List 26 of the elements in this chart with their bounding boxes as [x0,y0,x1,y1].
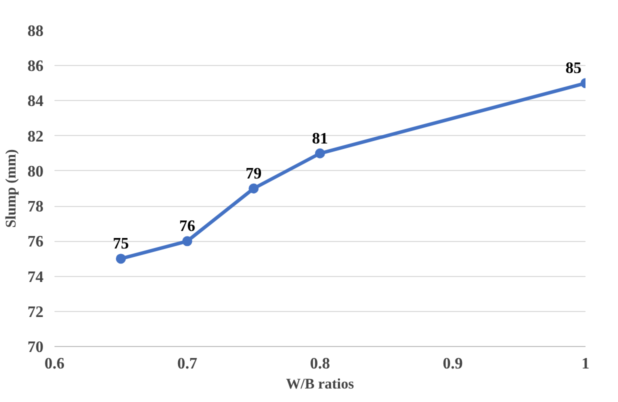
x-tick-label: 0.9 [442,356,463,372]
data-label: 81 [312,130,328,148]
y-tick-label: 86 [28,58,44,76]
data-label: 75 [112,236,129,253]
x-tick-label: 1 [582,356,590,372]
y-tick-label: 82 [28,128,44,146]
data-label: 79 [246,166,262,182]
x-axis-title: W/B ratios [286,376,354,392]
point [182,236,192,246]
y-tick-label: 72 [28,304,44,321]
x-tick-label: 0.8 [310,356,330,372]
point [315,148,325,158]
y-tick-label: 80 [28,163,44,180]
point [116,254,126,264]
x-tick-label: 0.6 [44,356,64,372]
data-label: 76 [179,218,196,236]
y-tick-label: 74 [28,268,44,286]
y-axis-title: Slump (mm) [4,149,20,228]
x-tick-label: 0.7 [177,356,198,372]
y-tick-label: 88 [28,23,44,40]
point [248,184,259,194]
y-tick-label: 78 [28,198,44,216]
y-tick-label: 84 [28,93,44,110]
y-tick-label: 76 [28,234,44,251]
data-label: 85 [566,60,582,78]
y-tick-label: 70 [28,339,44,356]
